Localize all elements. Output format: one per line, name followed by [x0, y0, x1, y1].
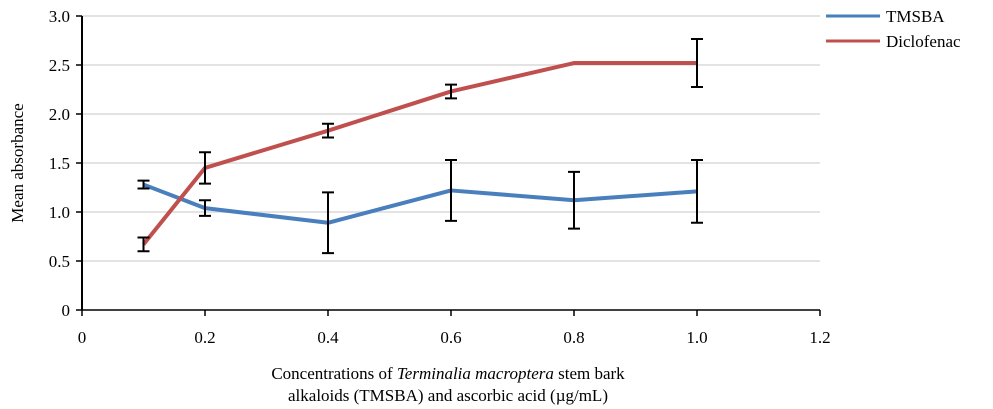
y-tick-label: 1.5	[49, 154, 70, 173]
y-tick-label: 3.0	[49, 7, 70, 26]
x-tick-label: 0.6	[440, 328, 461, 347]
x-tick-label: 0.2	[194, 328, 215, 347]
series-line-tmsba	[142, 182, 698, 225]
y-tick-label: 2.0	[49, 105, 70, 124]
x-tick-label: 1.0	[686, 328, 707, 347]
error-bar	[691, 38, 703, 89]
error-bar	[445, 159, 457, 222]
x-tick-label: 1.2	[809, 328, 830, 347]
y-tick-label: 2.5	[49, 56, 70, 75]
x-tick-label: 0.8	[563, 328, 584, 347]
error-bar	[445, 83, 457, 100]
error-bar	[137, 236, 150, 253]
error-bar	[691, 159, 703, 224]
y-tick-label: 0.5	[49, 252, 70, 271]
legend-label: TMSBA	[886, 7, 945, 26]
x-axis-label-line2: alkaloids (TMSBA) and ascorbic acid (µg/…	[288, 386, 608, 405]
series-line-diclofenac	[141, 61, 697, 246]
x-tick-label: 0.4	[317, 328, 339, 347]
error-bar	[322, 191, 334, 255]
error-bar	[568, 170, 580, 230]
legend-label: Diclofenac	[886, 32, 961, 51]
error-bar	[322, 122, 334, 139]
x-axis-label-line1: Concentrations of Terminalia macroptera …	[271, 364, 625, 383]
y-tick-label: 0	[62, 301, 71, 320]
y-axis-label: Mean absorbance	[8, 103, 27, 222]
y-tick-label: 1.0	[49, 203, 70, 222]
error-bar	[199, 151, 211, 185]
x-tick-label: 0	[78, 328, 87, 347]
error-bar	[199, 199, 211, 217]
error-bar	[137, 179, 150, 190]
